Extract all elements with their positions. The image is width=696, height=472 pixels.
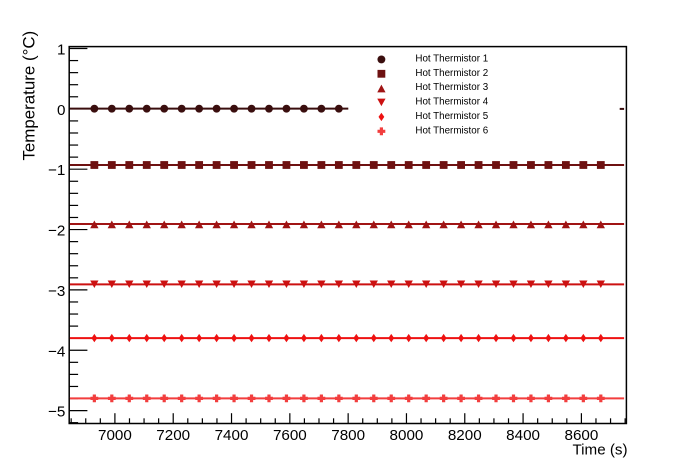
svg-text:8600: 8600	[565, 427, 599, 444]
svg-text:−5: −5	[48, 404, 65, 421]
svg-text:7200: 7200	[156, 427, 190, 444]
svg-text:8400: 8400	[506, 427, 540, 444]
svg-text:Hot Thermistor 3: Hot Thermistor 3	[415, 82, 488, 93]
svg-text:−1: −1	[48, 162, 65, 179]
svg-text:Hot Thermistor 5: Hot Thermistor 5	[415, 111, 488, 122]
svg-text:1: 1	[57, 42, 65, 59]
svg-text:Hot Thermistor 6: Hot Thermistor 6	[415, 125, 488, 136]
svg-text:Time (s): Time (s)	[572, 442, 627, 459]
svg-text:Hot Thermistor 4: Hot Thermistor 4	[415, 97, 488, 108]
svg-text:−3: −3	[48, 283, 65, 300]
svg-text:8200: 8200	[448, 427, 482, 444]
svg-text:Hot Thermistor 1: Hot Thermistor 1	[415, 53, 488, 64]
svg-text:7800: 7800	[331, 427, 365, 444]
svg-text:Temperature (°C): Temperature (°C)	[20, 31, 39, 161]
svg-text:Hot Thermistor 2: Hot Thermistor 2	[415, 68, 488, 79]
svg-text:0: 0	[57, 102, 65, 119]
svg-text:7600: 7600	[273, 427, 307, 444]
svg-text:7000: 7000	[98, 427, 132, 444]
svg-text:−2: −2	[48, 223, 65, 240]
svg-text:−4: −4	[48, 343, 65, 360]
svg-text:7400: 7400	[215, 427, 249, 444]
svg-text:8000: 8000	[390, 427, 424, 444]
